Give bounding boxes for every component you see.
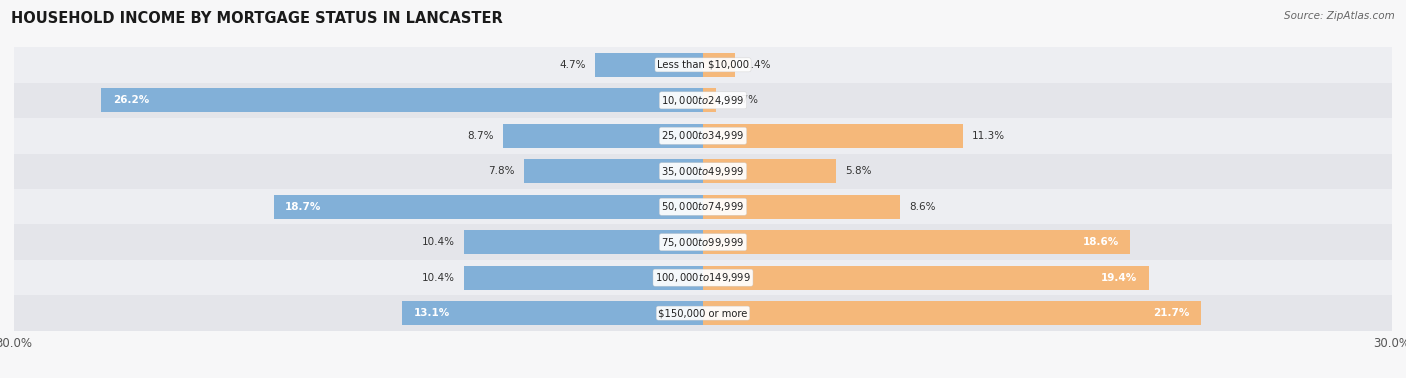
Text: $75,000 to $99,999: $75,000 to $99,999	[661, 236, 745, 249]
Text: $25,000 to $34,999: $25,000 to $34,999	[661, 129, 745, 142]
Bar	[503, 124, 703, 148]
Bar	[703, 53, 735, 77]
Bar	[14, 225, 1392, 260]
Bar	[402, 301, 703, 325]
Text: 21.7%: 21.7%	[1153, 308, 1189, 318]
Text: Source: ZipAtlas.com: Source: ZipAtlas.com	[1284, 11, 1395, 21]
Bar	[14, 189, 1392, 225]
Text: 5.8%: 5.8%	[845, 166, 872, 176]
Bar	[14, 153, 1392, 189]
Text: 18.6%: 18.6%	[1083, 237, 1119, 247]
Text: 0.57%: 0.57%	[725, 95, 758, 105]
Text: 26.2%: 26.2%	[112, 95, 149, 105]
Text: $35,000 to $49,999: $35,000 to $49,999	[661, 165, 745, 178]
Bar	[464, 266, 703, 290]
Bar	[14, 47, 1392, 83]
Bar	[703, 230, 1130, 254]
Bar	[703, 88, 716, 112]
Text: 7.8%: 7.8%	[488, 166, 515, 176]
Text: 11.3%: 11.3%	[972, 131, 1005, 141]
Text: 8.6%: 8.6%	[910, 202, 936, 212]
Text: 1.4%: 1.4%	[744, 60, 770, 70]
Bar	[703, 124, 963, 148]
Text: 10.4%: 10.4%	[422, 237, 456, 247]
Text: Less than $10,000: Less than $10,000	[657, 60, 749, 70]
Text: 13.1%: 13.1%	[413, 308, 450, 318]
Bar	[274, 195, 703, 219]
Bar	[14, 83, 1392, 118]
Text: $100,000 to $149,999: $100,000 to $149,999	[655, 271, 751, 284]
Bar	[14, 118, 1392, 153]
Bar	[101, 88, 703, 112]
Text: 8.7%: 8.7%	[468, 131, 494, 141]
Bar	[703, 159, 837, 183]
Bar	[464, 230, 703, 254]
Bar	[595, 53, 703, 77]
Text: 4.7%: 4.7%	[560, 60, 586, 70]
Bar	[14, 295, 1392, 331]
Text: 18.7%: 18.7%	[285, 202, 322, 212]
Text: 10.4%: 10.4%	[422, 273, 456, 283]
Bar	[524, 159, 703, 183]
Bar	[703, 301, 1201, 325]
Bar	[14, 260, 1392, 295]
Text: $10,000 to $24,999: $10,000 to $24,999	[661, 94, 745, 107]
Text: $150,000 or more: $150,000 or more	[658, 308, 748, 318]
Text: 19.4%: 19.4%	[1101, 273, 1137, 283]
Text: $50,000 to $74,999: $50,000 to $74,999	[661, 200, 745, 213]
Bar	[703, 266, 1149, 290]
Bar	[703, 195, 900, 219]
Text: HOUSEHOLD INCOME BY MORTGAGE STATUS IN LANCASTER: HOUSEHOLD INCOME BY MORTGAGE STATUS IN L…	[11, 11, 503, 26]
